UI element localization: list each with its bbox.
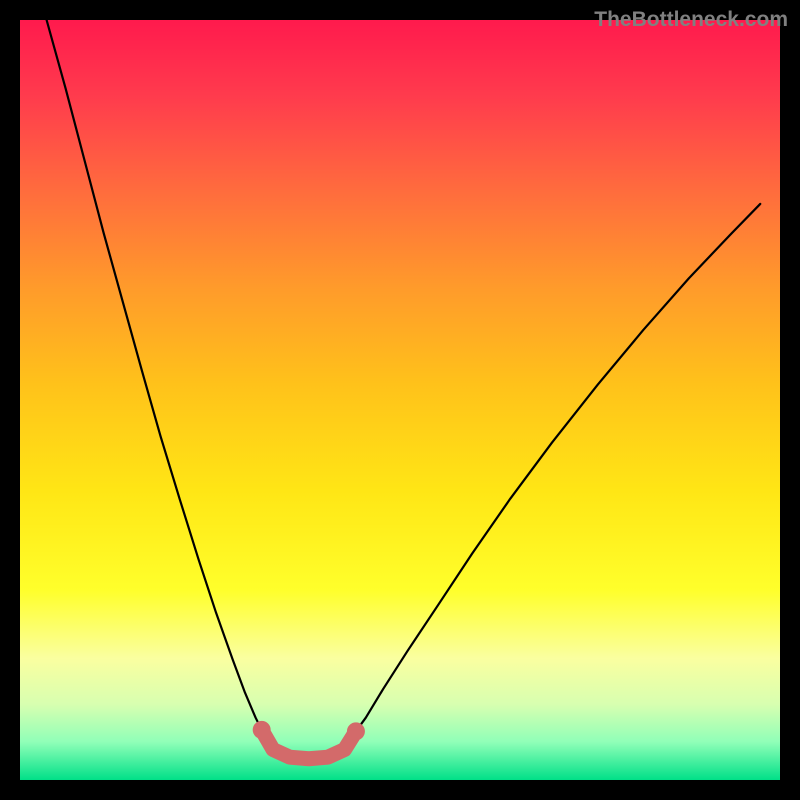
chart-canvas [0, 0, 800, 800]
bottleneck-chart: TheBottleneck.com [0, 0, 800, 800]
